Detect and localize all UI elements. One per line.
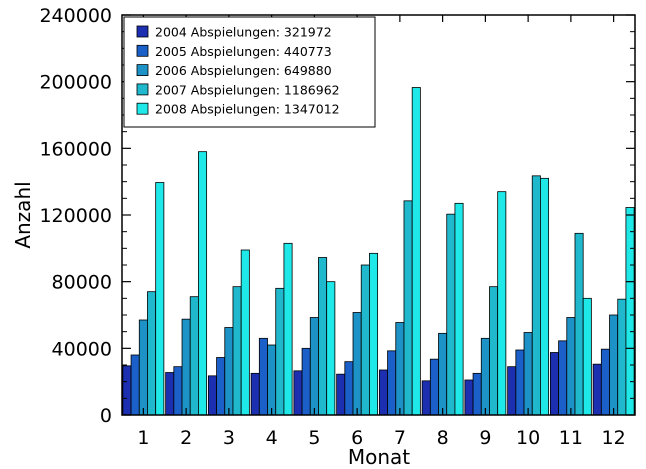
- bar-2006-month-1: [138, 319, 148, 416]
- bar-2007-month-7: [403, 200, 413, 416]
- bar-2005-month-3: [216, 357, 226, 416]
- legend-label: 2005 Abspielungen: 440773: [155, 44, 332, 59]
- bar-2008-month-7: [411, 87, 421, 416]
- x-tick-label: 4: [266, 427, 278, 449]
- bar-2005-month-2: [173, 366, 183, 416]
- bar-2008-month-10: [540, 177, 550, 416]
- ticks-layer: 1 2 3 4 5 6 7 8 9 10 11 120400008000012000016000020…: [39, 5, 635, 449]
- x-tick-label: 5: [308, 427, 320, 449]
- plot-frame: [121, 14, 636, 416]
- legend-label: 2004 Abspielungen: 321972: [155, 25, 332, 40]
- bar-2004-month-3: [207, 375, 217, 416]
- x-tick-label: 3: [223, 427, 235, 449]
- bar-2006-month-7: [395, 322, 405, 416]
- bar-2005-month-12: [600, 348, 610, 416]
- bar-2005-month-7: [387, 350, 397, 416]
- bar-2004-month-4: [250, 372, 260, 416]
- legend-label: 2007 Abspielungen: 1186962: [155, 82, 340, 97]
- legend-box: [123, 16, 376, 128]
- bar-2007-month-10: [531, 175, 541, 416]
- legend-swatch: [136, 44, 149, 57]
- bar-2004-month-1: [122, 365, 132, 416]
- bar-2004-month-10: [507, 366, 517, 416]
- bar-2008-month-2: [198, 151, 208, 416]
- bar-2006-month-12: [609, 314, 619, 416]
- bar-2007-month-11: [574, 232, 584, 416]
- legend-swatch: [136, 25, 149, 38]
- x-tick-label: 9: [479, 427, 491, 449]
- bar-2005-month-9: [472, 372, 482, 416]
- bar-2007-month-4: [275, 287, 285, 416]
- x-tick-label: 11: [559, 427, 583, 449]
- bar-2006-month-8: [438, 332, 448, 416]
- x-tick-label: 6: [351, 427, 363, 449]
- bar-2006-month-3: [224, 327, 234, 416]
- bar-2006-month-9: [480, 337, 490, 416]
- bar-2007-month-9: [489, 286, 499, 416]
- bar-2007-month-6: [360, 264, 370, 416]
- bar-2008-month-12: [625, 207, 635, 416]
- bar-2005-month-5: [301, 347, 311, 416]
- x-axis-title: Monat: [348, 445, 410, 469]
- bar-2005-month-4: [258, 337, 268, 416]
- legend-swatch: [136, 64, 149, 76]
- legend-swatch: [136, 102, 149, 115]
- bar-2005-month-1: [130, 354, 140, 416]
- y-tick-label: 0: [100, 405, 112, 427]
- bar-2006-month-11: [566, 317, 576, 416]
- bar-2008-month-5: [326, 281, 336, 416]
- bar-2008-month-4: [283, 242, 293, 416]
- bar-2008-month-6: [369, 252, 379, 416]
- bar-2008-month-9: [497, 191, 507, 416]
- bar-2004-month-11: [549, 352, 559, 416]
- bar-2007-month-2: [189, 296, 199, 416]
- bar-2006-month-5: [309, 317, 319, 416]
- y-tick-label: 40000: [52, 338, 112, 360]
- y-tick-label: 80000: [52, 272, 112, 294]
- bar-2004-month-9: [464, 379, 474, 416]
- y-tick-label: 200000: [39, 72, 112, 94]
- bar-2004-month-7: [378, 369, 388, 416]
- legend-label: 2006 Abspielungen: 649880: [155, 63, 332, 78]
- x-tick-label: 1: [137, 427, 149, 449]
- x-tick-label: 8: [437, 427, 449, 449]
- bar-2005-month-11: [558, 340, 568, 416]
- x-tick-label: 12: [602, 427, 626, 449]
- bar-2004-month-5: [293, 370, 303, 416]
- bar-2007-month-12: [617, 298, 627, 416]
- bar-2007-month-3: [232, 286, 242, 416]
- bar-2007-month-1: [147, 291, 157, 416]
- bars-layer: [122, 87, 635, 416]
- y-tick-label: 120000: [39, 205, 112, 227]
- bar-2006-month-4: [267, 344, 277, 416]
- legend-swatch: [136, 83, 149, 96]
- legend: 2004 Abspielungen: 321972 2005 Abspielung…: [123, 16, 376, 128]
- bar-2005-month-8: [429, 358, 439, 416]
- x-tick-label: 10: [516, 427, 540, 449]
- y-axis-title: Anzahl: [11, 181, 35, 248]
- bar-2008-month-8: [454, 202, 464, 416]
- bar-2005-month-10: [515, 349, 525, 416]
- legend-label: 2008 Abspielungen: 1347012: [155, 102, 340, 117]
- bar-2004-month-6: [336, 373, 346, 416]
- bar-2008-month-1: [155, 182, 165, 416]
- bar-2008-month-11: [582, 297, 592, 416]
- bar-2006-month-6: [352, 312, 362, 416]
- bar-2007-month-8: [446, 213, 456, 416]
- y-tick-label: 240000: [39, 5, 112, 27]
- x-tick-label: 7: [394, 427, 406, 449]
- x-tick-label: 2: [180, 427, 192, 449]
- bar-2008-month-3: [240, 249, 250, 416]
- y-tick-label: 160000: [39, 138, 112, 160]
- bar-2004-month-8: [421, 380, 431, 416]
- bar-2004-month-12: [592, 363, 602, 416]
- bar-2006-month-10: [523, 332, 533, 416]
- bar-2007-month-5: [318, 257, 328, 416]
- bar-2006-month-2: [181, 318, 191, 416]
- bar-2005-month-6: [344, 361, 354, 416]
- bar-2004-month-2: [165, 372, 175, 416]
